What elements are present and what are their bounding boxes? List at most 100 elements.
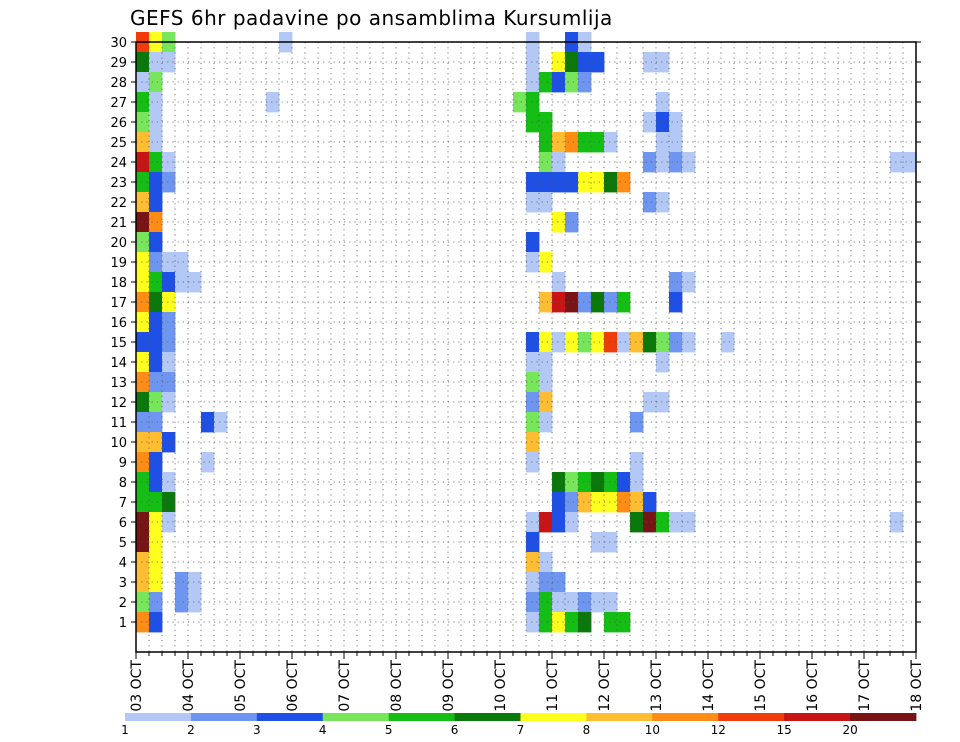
- x-tick-label: 15 OCT: [753, 660, 769, 712]
- heatmap-cell: [539, 572, 553, 593]
- heatmap-cell: [591, 492, 605, 513]
- heatmap-cell: [643, 392, 657, 413]
- heatmap-cell: [643, 112, 657, 133]
- heatmap-cell: [539, 112, 553, 133]
- heatmap-cell: [591, 172, 605, 193]
- heatmap-cell: [539, 292, 553, 313]
- heatmap-cell: [149, 292, 163, 313]
- heatmap-cell: [526, 92, 540, 113]
- heatmap-cell: [591, 592, 605, 613]
- heatmap-cell: [136, 372, 150, 393]
- heatmap-cell: [656, 52, 670, 73]
- heatmap-cell: [162, 352, 176, 373]
- heatmap-cell: [656, 392, 670, 413]
- heatmap-cell: [162, 252, 176, 273]
- heatmap-cell: [552, 512, 566, 533]
- colorbar-swatch: [322, 713, 390, 721]
- heatmap-cell: [136, 112, 150, 133]
- heatmap-cell: [526, 392, 540, 413]
- heatmap-cell: [149, 272, 163, 293]
- colorbar-swatch: [652, 713, 719, 721]
- heatmap-cell: [669, 292, 683, 313]
- heatmap-cell: [149, 72, 163, 93]
- heatmap-cell: [162, 472, 176, 493]
- heatmap-cell: [175, 272, 189, 293]
- heatmap-cell: [890, 512, 904, 533]
- heatmap-cell: [539, 392, 553, 413]
- heatmap-cell: [149, 472, 163, 493]
- colorbar-label: 6: [451, 723, 459, 737]
- heatmap-cell: [578, 492, 592, 513]
- y-tick-label: 19: [110, 256, 127, 271]
- y-tick-label: 4: [119, 556, 127, 571]
- heatmap-cell: [149, 532, 163, 553]
- colorbar-label: 5: [385, 723, 393, 737]
- y-tick-label: 24: [110, 156, 127, 171]
- heatmap-cell: [565, 612, 579, 633]
- heatmap-cell: [162, 512, 176, 533]
- heatmap-cell: [162, 52, 176, 73]
- colorbar-swatch: [850, 713, 917, 721]
- y-tick-label: 7: [119, 496, 127, 511]
- y-tick-label: 17: [110, 296, 127, 311]
- grid-layer: [136, 41, 916, 652]
- heatmap-cell: [149, 432, 163, 453]
- heatmap-cell: [149, 372, 163, 393]
- x-tick-label: 09 OCT: [441, 660, 457, 712]
- heatmap-cell: [526, 512, 540, 533]
- heatmap-cell: [578, 592, 592, 613]
- heatmap-cell: [526, 452, 540, 473]
- heatmap-cell: [656, 192, 670, 213]
- heatmap-cell: [643, 492, 657, 513]
- x-tick-label: 08 OCT: [389, 660, 405, 712]
- heatmap-cell: [175, 592, 189, 613]
- heatmap-cell: [526, 52, 540, 73]
- x-tick-label: 18 OCT: [909, 660, 925, 712]
- heatmap-cell: [656, 512, 670, 533]
- heatmap-cell: [149, 252, 163, 273]
- heatmap-cell: [643, 332, 657, 353]
- heatmap-cell: [526, 412, 540, 433]
- heatmap-cell: [136, 252, 150, 273]
- heatmap-cell: [162, 432, 176, 453]
- heatmap-cell: [526, 112, 540, 133]
- colorbar-swatch: [388, 713, 455, 721]
- heatmap-cell: [539, 592, 553, 613]
- heatmap-cell: [656, 332, 670, 353]
- heatmap-cell: [656, 152, 670, 173]
- heatmap-cell: [643, 52, 657, 73]
- heatmap-cell: [149, 312, 163, 333]
- heatmap-cell: [136, 452, 150, 473]
- heatmap-cell: [552, 612, 566, 633]
- heatmap-cell: [604, 292, 618, 313]
- heatmap-cell: [552, 292, 566, 313]
- heatmap-cell: [149, 392, 163, 413]
- y-tick-label: 26: [110, 116, 127, 131]
- heatmap-cell: [617, 612, 631, 633]
- heatmap-cell: [630, 412, 644, 433]
- heatmap-cell: [669, 152, 683, 173]
- heatmap-cell: [136, 152, 150, 173]
- heatmap-cell: [669, 132, 683, 153]
- x-tick-label: 11 OCT: [545, 660, 561, 712]
- heatmap-cell: [136, 132, 150, 153]
- heatmap-cell: [162, 492, 176, 513]
- heatmap-cell: [539, 252, 553, 273]
- heatmap-cell: [136, 212, 150, 233]
- heatmap-cell: [201, 452, 215, 473]
- y-tick-label: 9: [119, 456, 127, 471]
- y-tick-label: 30: [110, 36, 127, 51]
- heatmap-cell: [539, 512, 553, 533]
- heatmap-cell: [136, 92, 150, 113]
- colorbar-swatch: [190, 713, 258, 721]
- heatmap-cell: [630, 512, 644, 533]
- heatmap-cell: [656, 92, 670, 113]
- heatmap-cell: [539, 172, 553, 193]
- heatmap-cell: [149, 592, 163, 613]
- heatmap-cell: [539, 132, 553, 153]
- heatmap-cell: [643, 192, 657, 213]
- heatmap-cell: [149, 352, 163, 373]
- heatmap-cell: [136, 72, 150, 93]
- heatmap-cell: [526, 552, 540, 573]
